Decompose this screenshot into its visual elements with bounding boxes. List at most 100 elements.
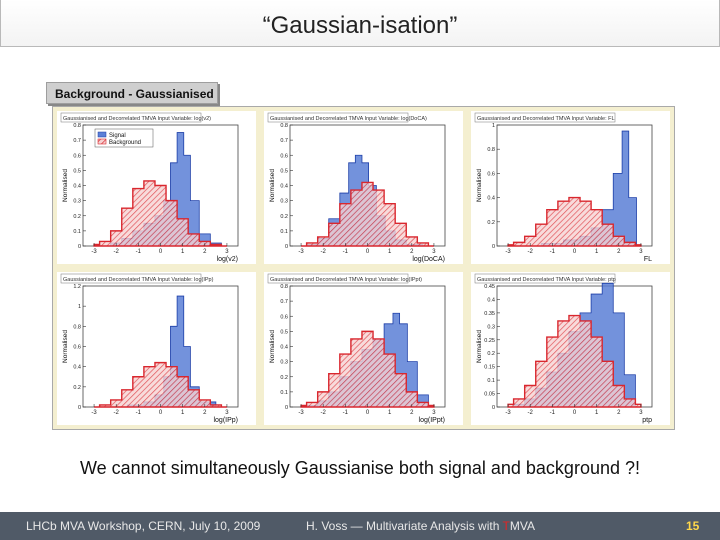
x-axis-label: log(IPp) xyxy=(213,417,238,424)
y-tick-label: 0.8 xyxy=(487,147,495,153)
y-tick-label: 0.3 xyxy=(487,324,495,330)
y-tick-label: 0.3 xyxy=(73,199,81,205)
x-tick-label: 2 xyxy=(617,249,621,255)
title-box xyxy=(60,273,202,284)
histogram-panel: Gaussianised and Decorrelated TMVA Input… xyxy=(264,272,463,425)
footer-event: LHCb MVA Workshop, CERN, July 10, 2009 xyxy=(26,519,261,533)
y-tick-label: 0.3 xyxy=(280,199,288,205)
background-histogram xyxy=(507,314,642,408)
x-tick-label: 3 xyxy=(225,410,229,416)
y-axis-label: Normalised xyxy=(476,330,483,363)
y-tick-label: 1 xyxy=(492,123,495,129)
panel-title: Gaussianised and Decorrelated TMVA Input… xyxy=(63,277,214,283)
y-tick-label: 0.2 xyxy=(73,385,81,391)
histogram-panel: Gaussianised and Decorrelated TMVA Input… xyxy=(471,111,670,264)
y-tick-label: 0.3 xyxy=(280,360,288,366)
x-tick-label: 0 xyxy=(366,249,370,255)
histogram-panel: Gaussianised and Decorrelated TMVA Input… xyxy=(57,272,256,425)
y-tick-label: 0 xyxy=(78,244,81,250)
x-tick-label: -2 xyxy=(114,410,120,416)
y-tick-label: 0.6 xyxy=(487,171,495,177)
y-tick-label: 0.6 xyxy=(73,153,81,159)
x-tick-label: -1 xyxy=(136,249,142,255)
y-tick-label: 0.5 xyxy=(280,168,288,174)
x-tick-label: 0 xyxy=(573,249,577,255)
x-tick-label: 0 xyxy=(159,410,163,416)
x-tick-label: 0 xyxy=(573,410,577,416)
background-histogram xyxy=(93,180,227,247)
footer-author: H. Voss — Multivariate Analysis with TMV… xyxy=(306,519,535,533)
x-tick-label: 2 xyxy=(410,249,414,255)
y-tick-label: 0.4 xyxy=(280,345,288,351)
x-tick-label: 3 xyxy=(639,410,643,416)
background-histogram xyxy=(300,330,435,408)
x-axis-label: log(IPpt) xyxy=(419,417,445,424)
y-tick-label: 0.1 xyxy=(280,390,288,396)
histogram-grid: Gaussianised and Decorrelated TMVA Input… xyxy=(57,111,670,425)
footer-tmva-suffix: MVA xyxy=(509,519,535,533)
legend-signal-label: Signal xyxy=(109,133,126,139)
histogram-panel: Gaussianised and Decorrelated TMVA Input… xyxy=(471,272,670,425)
y-tick-label: 0.1 xyxy=(280,229,288,235)
page-number: 15 xyxy=(686,519,700,533)
panel-title: Gaussianised and Decorrelated TMVA Input… xyxy=(477,277,616,283)
panel-title: Gaussianised and Decorrelated TMVA Input… xyxy=(270,116,427,122)
background-histogram xyxy=(94,361,227,408)
background-histogram xyxy=(301,181,434,247)
y-tick-label: 0.5 xyxy=(280,329,288,335)
slide-title: “Gaussian-isation” xyxy=(262,12,458,39)
x-tick-label: 2 xyxy=(410,410,414,416)
slide-caption: We cannot simultaneously Gaussianise bot… xyxy=(79,458,640,478)
x-axis-label: log(v2) xyxy=(217,256,238,263)
y-axis-label: Normalised xyxy=(269,169,276,202)
y-tick-label: 0.8 xyxy=(73,123,81,129)
x-tick-label: -3 xyxy=(298,410,304,416)
y-tick-label: 0 xyxy=(285,405,288,411)
y-tick-label: 0.6 xyxy=(280,153,288,159)
x-tick-label: -1 xyxy=(550,410,556,416)
title-box xyxy=(474,273,616,284)
x-tick-label: -2 xyxy=(528,249,534,255)
y-tick-label: 0.4 xyxy=(73,365,81,371)
y-tick-label: 0 xyxy=(285,244,288,250)
x-tick-label: 3 xyxy=(432,249,436,255)
footer-tmva-t: T xyxy=(502,519,510,533)
x-tick-label: 1 xyxy=(181,249,185,255)
y-tick-label: 0.8 xyxy=(280,123,288,129)
y-tick-label: 0.25 xyxy=(484,338,495,344)
y-tick-label: 0.6 xyxy=(73,345,81,351)
x-tick-label: -1 xyxy=(136,410,142,416)
title-box xyxy=(267,112,409,123)
y-tick-label: 0 xyxy=(492,405,495,411)
footer-bar: LHCb MVA Workshop, CERN, July 10, 2009 H… xyxy=(0,512,720,540)
y-tick-label: 0 xyxy=(78,405,81,411)
y-tick-label: 0.7 xyxy=(73,138,81,144)
y-tick-label: 1 xyxy=(78,304,81,310)
y-tick-label: 0.4 xyxy=(487,297,495,303)
x-tick-label: 3 xyxy=(639,249,643,255)
x-tick-label: 2 xyxy=(203,249,207,255)
y-tick-label: 0.7 xyxy=(280,299,288,305)
y-tick-label: 0.5 xyxy=(73,168,81,174)
y-tick-label: 0.6 xyxy=(280,314,288,320)
x-tick-label: 2 xyxy=(617,410,621,416)
x-tick-label: -1 xyxy=(550,249,556,255)
y-tick-label: 1.2 xyxy=(73,284,81,290)
title-box xyxy=(60,112,202,123)
x-tick-label: -2 xyxy=(321,410,327,416)
y-axis-label: Normalised xyxy=(476,169,483,202)
panel-title: Gaussianised and Decorrelated TMVA Input… xyxy=(270,277,422,283)
title-bar xyxy=(0,0,720,47)
y-axis-label: Normalised xyxy=(62,169,69,202)
x-tick-label: -3 xyxy=(505,410,511,416)
y-axis-label: Normalised xyxy=(269,330,276,363)
x-tick-label: -3 xyxy=(91,249,97,255)
footer-author-prefix: H. Voss — Multivariate Analysis with xyxy=(306,519,503,533)
legend-signal-swatch xyxy=(97,131,107,138)
x-tick-label: 3 xyxy=(225,249,229,255)
y-tick-label: 0.2 xyxy=(280,375,288,381)
y-tick-label: 0.1 xyxy=(73,229,81,235)
y-tick-label: 0.8 xyxy=(73,324,81,330)
y-axis-label: Normalised xyxy=(62,330,69,363)
x-tick-label: -2 xyxy=(114,249,120,255)
